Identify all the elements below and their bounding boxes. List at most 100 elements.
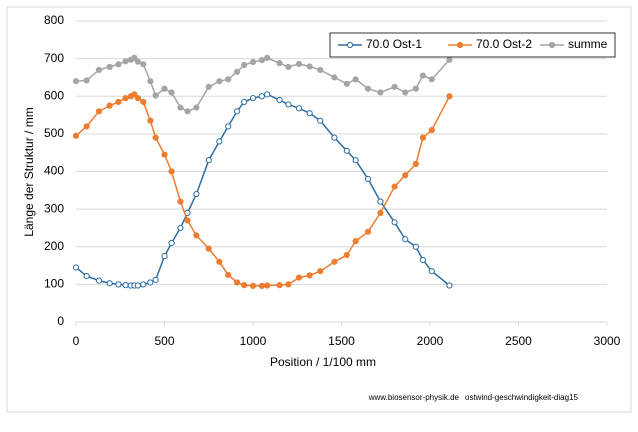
y-tick-label: 200	[44, 239, 64, 253]
data-point	[184, 108, 191, 115]
data-point	[241, 98, 248, 105]
data-point	[446, 93, 453, 100]
data-point	[317, 117, 324, 124]
data-point	[140, 281, 147, 288]
data-point	[152, 276, 159, 283]
data-point	[168, 239, 175, 247]
data-point	[106, 280, 113, 287]
data-point	[152, 134, 159, 141]
data-point	[205, 245, 212, 252]
x-tick-label: 2500	[505, 334, 532, 348]
data-point	[249, 58, 257, 66]
data-point	[428, 76, 435, 83]
data-point	[122, 95, 129, 102]
data-point	[295, 274, 303, 281]
x-tick-label: 0	[73, 334, 80, 348]
data-point	[295, 105, 303, 112]
data-point	[419, 72, 427, 79]
data-point	[402, 89, 409, 96]
data-point	[258, 282, 265, 289]
data-point	[306, 63, 313, 70]
y-tick-label: 100	[44, 277, 64, 291]
data-point	[264, 282, 271, 289]
data-point	[331, 258, 338, 265]
legend-marker	[456, 41, 464, 49]
data-point	[152, 92, 159, 99]
legend-label: 70.0 Ost-2	[476, 37, 532, 51]
data-point	[317, 268, 324, 275]
legend-box	[329, 32, 616, 58]
data-point	[249, 282, 257, 289]
data-point	[177, 224, 184, 232]
data-point	[249, 95, 257, 102]
data-point	[177, 104, 184, 111]
data-point	[276, 96, 283, 104]
data-point	[177, 198, 184, 205]
data-point	[402, 236, 409, 243]
data-point	[331, 74, 338, 81]
y-tick-label: 500	[44, 126, 64, 140]
data-point	[106, 102, 113, 109]
data-point	[402, 172, 409, 179]
data-point	[412, 85, 419, 92]
legend-label: 70.0 Ost-1	[366, 37, 422, 51]
data-point	[233, 108, 241, 115]
legend-marker	[548, 41, 556, 49]
data-point	[161, 85, 168, 92]
y-tick-label: 700	[44, 51, 64, 65]
data-point	[134, 58, 142, 65]
data-point	[264, 91, 271, 98]
data-point	[95, 277, 103, 284]
data-point	[147, 117, 154, 124]
y-tick-label: 300	[44, 201, 64, 215]
data-point	[364, 85, 372, 92]
data-point	[285, 63, 292, 71]
data-point	[233, 279, 241, 286]
data-point	[241, 61, 248, 69]
x-tick-label: 1500	[328, 334, 355, 348]
data-point	[343, 80, 350, 87]
data-point	[122, 58, 129, 65]
data-point	[412, 160, 419, 168]
data-point	[377, 198, 384, 205]
legend-marker	[346, 41, 354, 49]
data-point	[285, 281, 292, 288]
data-point	[193, 190, 200, 198]
data-point	[343, 251, 350, 259]
data-point	[364, 228, 372, 235]
data-point	[161, 253, 168, 260]
data-point	[352, 76, 359, 83]
data-point	[95, 66, 103, 74]
data-point	[131, 91, 138, 98]
data-point	[233, 68, 241, 75]
data-point	[241, 282, 248, 289]
data-point	[352, 238, 359, 245]
data-point	[352, 157, 359, 164]
data-point	[446, 56, 453, 63]
data-point	[419, 134, 427, 141]
data-point	[140, 98, 147, 105]
data-point	[193, 104, 200, 111]
data-point	[225, 123, 232, 130]
y-tick-label: 0	[57, 314, 64, 328]
y-tick-label: 600	[44, 88, 64, 102]
data-point	[364, 175, 372, 183]
data-point	[106, 63, 113, 71]
x-tick-label: 1000	[240, 334, 267, 348]
data-point	[225, 76, 232, 83]
data-point	[95, 108, 103, 115]
x-tick-label: 500	[154, 334, 174, 348]
data-point	[122, 282, 129, 289]
data-point	[216, 138, 223, 145]
data-point	[216, 258, 223, 265]
data-point	[285, 101, 292, 108]
data-point	[134, 282, 142, 289]
data-point	[295, 60, 303, 67]
footer-text: www.biosensor-physik.de	[368, 393, 460, 402]
data-point	[317, 66, 324, 74]
data-point	[72, 78, 80, 85]
data-point	[391, 83, 398, 90]
data-point	[115, 61, 122, 68]
data-point	[391, 219, 398, 226]
